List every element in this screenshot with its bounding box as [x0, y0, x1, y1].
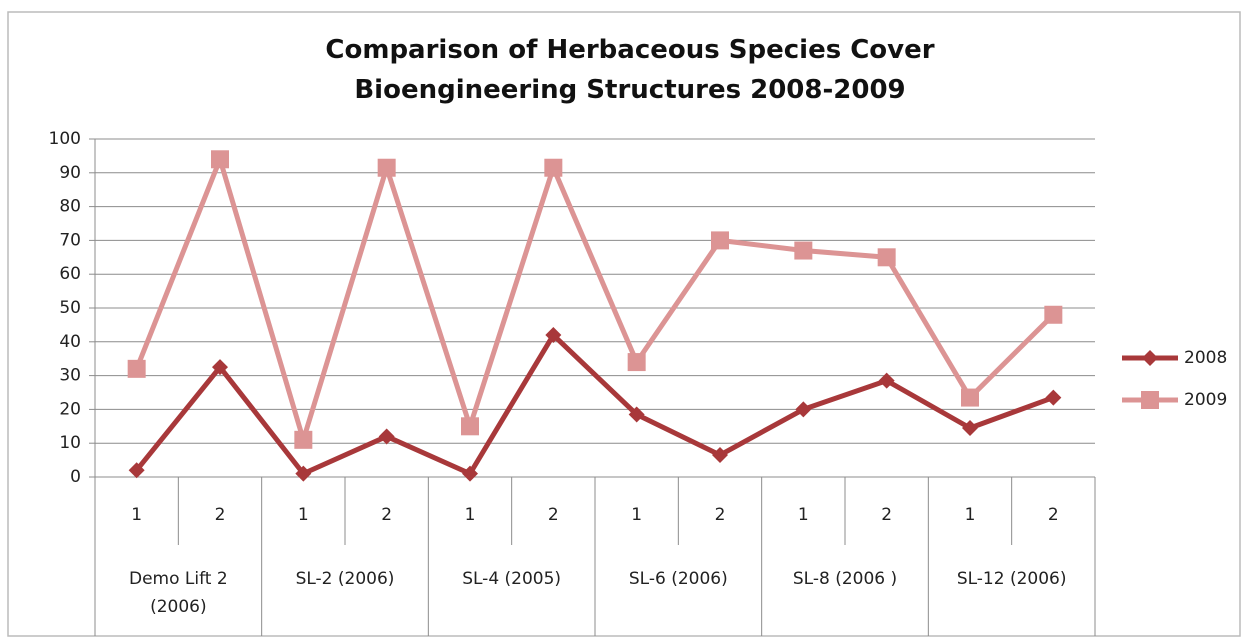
data-point: [628, 406, 645, 423]
y-tick-label: 70: [59, 230, 81, 250]
data-point: [1045, 389, 1062, 406]
data-point: [461, 417, 479, 436]
data-point: [545, 327, 562, 344]
y-tick-label: 40: [59, 332, 81, 352]
legend-marker: [1141, 391, 1159, 409]
group-label: SL-8 (2006 ): [792, 569, 898, 589]
data-point: [544, 158, 563, 177]
data-point: [961, 388, 979, 407]
legend-marker: [1142, 350, 1158, 366]
x-tick-label: 2: [715, 505, 726, 525]
data-point: [377, 158, 396, 177]
y-tick-label: 80: [59, 197, 81, 217]
x-tick-label: 1: [298, 505, 309, 525]
data-point: [128, 462, 145, 479]
data-point: [711, 231, 729, 250]
legend-label: 2009: [1184, 390, 1227, 410]
chart-border: [7, 11, 1241, 637]
x-tick-label: 1: [465, 505, 476, 525]
data-point: [795, 401, 812, 418]
x-tick-label: 2: [215, 505, 226, 525]
y-tick-label: 60: [59, 264, 81, 284]
y-tick-label: 90: [59, 163, 81, 183]
data-point: [878, 372, 895, 389]
data-point: [295, 465, 312, 482]
y-tick-label: 100: [49, 129, 81, 149]
y-tick-label: 20: [59, 399, 81, 419]
data-point: [212, 359, 228, 376]
data-point: [1044, 305, 1063, 324]
x-tick-label: 1: [798, 505, 809, 525]
x-tick-label: 2: [881, 505, 892, 525]
group-label: SL-4 (2005): [462, 569, 562, 589]
x-tick-label: 1: [131, 505, 142, 525]
data-point: [211, 150, 229, 169]
data-point: [462, 465, 478, 482]
group-label: SL-2 (2006): [295, 569, 395, 589]
data-point: [378, 428, 395, 445]
series-line: [134, 332, 1055, 477]
data-point: [294, 430, 313, 449]
y-tick-label: 0: [70, 467, 81, 487]
data-point: [627, 353, 646, 372]
group-label: Demo Lift 2 (2006): [128, 569, 228, 617]
y-tick-label: 10: [59, 433, 81, 453]
x-tick-label: 2: [381, 505, 392, 525]
group-label: SL-6 (2006): [628, 569, 728, 589]
data-point: [877, 248, 896, 267]
data-point: [712, 447, 728, 464]
data-point: [794, 241, 813, 260]
series-line: [134, 156, 1056, 443]
chart-title: Comparison of Herbaceous Species Cover B…: [325, 35, 935, 105]
legend-label: 2008: [1184, 348, 1227, 368]
x-tick-label: 2: [548, 505, 559, 525]
x-tick-label: 1: [965, 505, 976, 525]
data-point: [127, 359, 146, 378]
y-tick-label: 30: [59, 366, 81, 386]
x-tick-label: 2: [1048, 505, 1059, 525]
data-point: [962, 419, 978, 436]
y-tick-label: 50: [59, 298, 81, 318]
group-label: SL-12 (2006): [956, 569, 1067, 589]
x-tick-label: 1: [631, 505, 642, 525]
